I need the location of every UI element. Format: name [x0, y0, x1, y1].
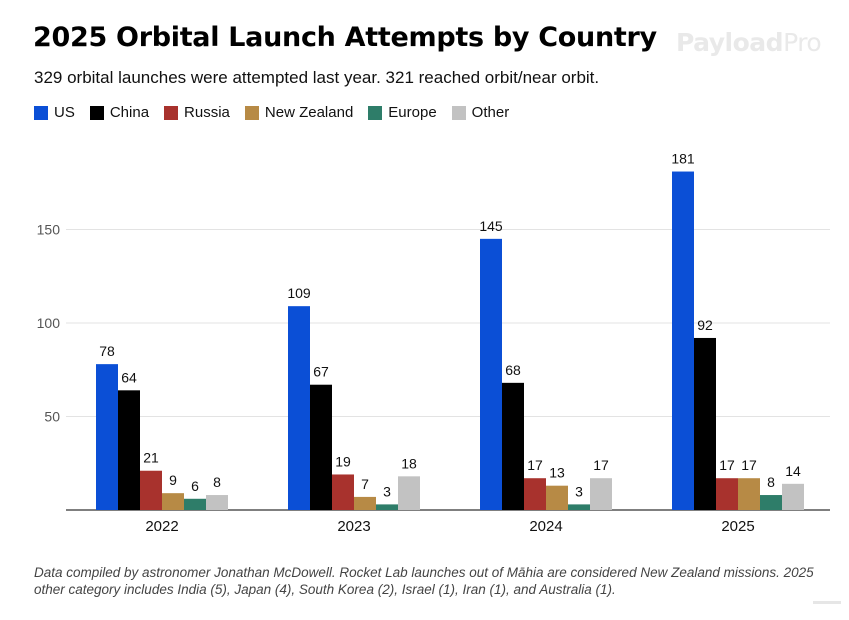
- bar-2025-europe: [760, 495, 782, 510]
- bar-2025-other: [782, 483, 804, 510]
- legend-label: Russia: [184, 104, 230, 121]
- x-category-label: 2025: [721, 518, 754, 535]
- legend-item-china: China: [89, 104, 150, 121]
- legend-item-other: Other: [451, 104, 510, 121]
- bar-2022-us: [96, 364, 118, 510]
- data-label: 92: [697, 317, 713, 333]
- y-tick-label: 50: [44, 409, 60, 425]
- data-label: 67: [313, 364, 329, 380]
- bar-2023-other: [398, 476, 420, 510]
- data-label: 3: [383, 483, 391, 499]
- data-label: 17: [741, 457, 757, 473]
- legend-swatch: [89, 105, 104, 120]
- bar-2024-europe: [568, 504, 590, 510]
- data-label: 14: [785, 463, 801, 479]
- bar-2022-europe: [184, 498, 206, 510]
- data-label: 145: [479, 218, 503, 234]
- data-label: 78: [99, 343, 115, 359]
- data-label: 17: [527, 457, 543, 473]
- bar-2023-china: [310, 384, 332, 510]
- bar-2025-us: [672, 171, 694, 510]
- data-label: 19: [335, 453, 351, 469]
- x-category-label: 2024: [529, 518, 562, 535]
- legend-label: New Zealand: [264, 104, 354, 121]
- y-tick-label: 150: [37, 222, 61, 238]
- legend-swatch: [34, 105, 48, 120]
- data-label: 18: [401, 455, 417, 471]
- data-label: 13: [549, 465, 565, 481]
- legend-swatch: [451, 105, 466, 120]
- data-label: 3: [575, 483, 583, 499]
- bar-2022-russia: [140, 470, 162, 510]
- bar-2025-new-zealand: [738, 478, 760, 510]
- payloadpro-logo: PayloadPro: [676, 28, 822, 57]
- data-label: 181: [671, 151, 695, 167]
- logo-suffix: Pro: [783, 28, 822, 57]
- bar-2024-china: [502, 382, 524, 510]
- data-label: 68: [505, 362, 521, 378]
- data-label: 21: [143, 450, 159, 466]
- bar-2023-new-zealand: [354, 496, 376, 510]
- bar-2025-russia: [716, 478, 738, 510]
- data-label: 6: [191, 478, 199, 494]
- legend-label: Other: [471, 104, 510, 121]
- bar-2024-other: [590, 478, 612, 510]
- data-label: 7: [361, 476, 369, 492]
- footnote: Data compiled by astronomer Jonathan McD…: [34, 565, 814, 597]
- bar-2023-russia: [332, 474, 354, 510]
- bar-2023-europe: [376, 504, 398, 510]
- bar-2022-other: [206, 495, 228, 510]
- data-label: 9: [169, 472, 177, 488]
- legend-swatch: [368, 105, 383, 120]
- y-tick-label: 100: [37, 315, 61, 331]
- legend-swatch: [244, 105, 259, 120]
- legend-item-us: US: [34, 104, 75, 121]
- x-category-label: 2023: [337, 518, 370, 535]
- corner-mark: [813, 601, 841, 604]
- bar-2024-new-zealand: [546, 485, 568, 510]
- bar-2025-china: [694, 337, 716, 510]
- legend-label: China: [109, 104, 150, 121]
- legend-label: Europe: [388, 104, 437, 121]
- legend-item-russia: Russia: [164, 104, 230, 121]
- x-category-label: 2022: [145, 518, 178, 535]
- legend-item-new-zealand: New Zealand: [244, 104, 354, 121]
- data-label: 17: [593, 457, 609, 473]
- bar-2022-china: [118, 390, 140, 510]
- bar-2023-us: [288, 306, 310, 510]
- legend: US China Russia New Zealand Europe Other: [34, 104, 524, 121]
- legend-item-europe: Europe: [368, 104, 437, 121]
- data-label: 17: [719, 457, 735, 473]
- data-label: 8: [213, 474, 221, 490]
- chart-title: 2025 Orbital Launch Attempts by Country: [33, 22, 657, 53]
- legend-label: US: [54, 104, 75, 121]
- bar-2024-us: [480, 238, 502, 510]
- bar-2022-new-zealand: [162, 493, 184, 510]
- legend-swatch: [164, 105, 179, 120]
- logo-main: Payload: [676, 28, 784, 57]
- data-label: 64: [121, 369, 137, 385]
- chart-subtitle: 329 orbital launches were attempted last…: [34, 68, 600, 87]
- data-label: 109: [287, 285, 311, 301]
- data-label: 8: [767, 474, 775, 490]
- bar-2024-russia: [524, 478, 546, 510]
